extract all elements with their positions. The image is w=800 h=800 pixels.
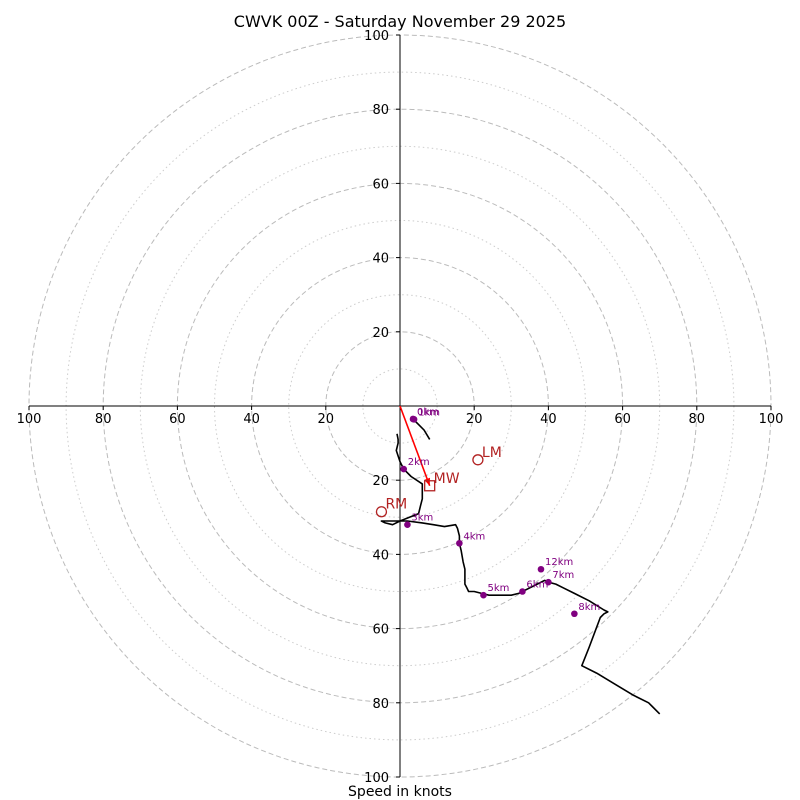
storm-motion-mw — [424, 480, 436, 492]
height-label-4km: 4km — [463, 531, 485, 542]
height-marker-4km — [456, 539, 463, 547]
height-label-6km: 6km — [526, 580, 548, 591]
y-tick-label: 60 — [372, 177, 389, 192]
y-tick-label: 40 — [372, 252, 389, 267]
height-label-1km: 1km — [418, 407, 440, 418]
storm-label-mw: MW — [434, 471, 460, 487]
height-label-0km: 0km — [417, 407, 439, 418]
height-marker-6km — [519, 588, 526, 595]
height-label-12km: 12km — [545, 557, 573, 568]
wind-profile-trace — [380, 433, 661, 715]
storm-motion-rm — [375, 506, 388, 518]
shear-vector-arrowhead — [424, 477, 430, 486]
height-marker-12km — [537, 565, 545, 573]
y-tick-label: 100 — [364, 771, 389, 786]
height-label-7km: 7km — [552, 570, 574, 581]
storm-label-rm: RM — [385, 497, 407, 513]
y-tick-label: 80 — [372, 697, 389, 712]
x-tick-label: 20 — [466, 412, 483, 427]
x-tick-label: 40 — [540, 412, 557, 427]
chart-title: CWVK 00Z - Saturday November 29 2025 — [234, 12, 566, 31]
x-tick-label: 80 — [689, 412, 706, 427]
height-marker-2km — [400, 465, 408, 473]
x-tick-label: 60 — [614, 412, 631, 427]
y-tick-label: 40 — [372, 548, 389, 563]
x-tick-label: 100 — [17, 412, 42, 427]
height-marker-1km — [410, 416, 418, 423]
height-label-2km: 2km — [408, 457, 430, 468]
height-marker-8km — [571, 610, 578, 618]
height-label-3km: 3km — [411, 513, 433, 524]
height-marker-3km — [404, 521, 411, 529]
y-tick-label: 20 — [372, 326, 389, 341]
x-tick-label: 40 — [243, 412, 260, 427]
y-tick-label: 60 — [372, 623, 389, 638]
storm-motions: MW LM RM — [375, 445, 502, 518]
x-tick-label: 60 — [169, 412, 186, 427]
tick-labels: 100 80 60 40 20 20 40 60 80 100 20 20 40 40 60 60 80 80 10… — [17, 29, 784, 786]
storm-label-lm: LM — [482, 445, 502, 461]
wind-traces — [380, 405, 661, 715]
y-tick-label: 100 — [364, 29, 389, 44]
height-marker-5km — [480, 591, 487, 599]
height-label-5km: 5km — [487, 583, 509, 594]
x-tick-label: 20 — [318, 412, 335, 427]
shear-vector — [399, 405, 431, 487]
y-tick-label: 80 — [372, 103, 389, 118]
x-tick-label: 80 — [95, 412, 112, 427]
storm-motion-lm — [472, 454, 484, 466]
height-label-8km: 8km — [578, 602, 600, 613]
y-tick-label: 20 — [372, 474, 389, 489]
x-tick-label: 100 — [759, 412, 784, 427]
height-marker-7km — [545, 578, 552, 586]
x-axis-label: Speed in knots — [348, 784, 452, 800]
